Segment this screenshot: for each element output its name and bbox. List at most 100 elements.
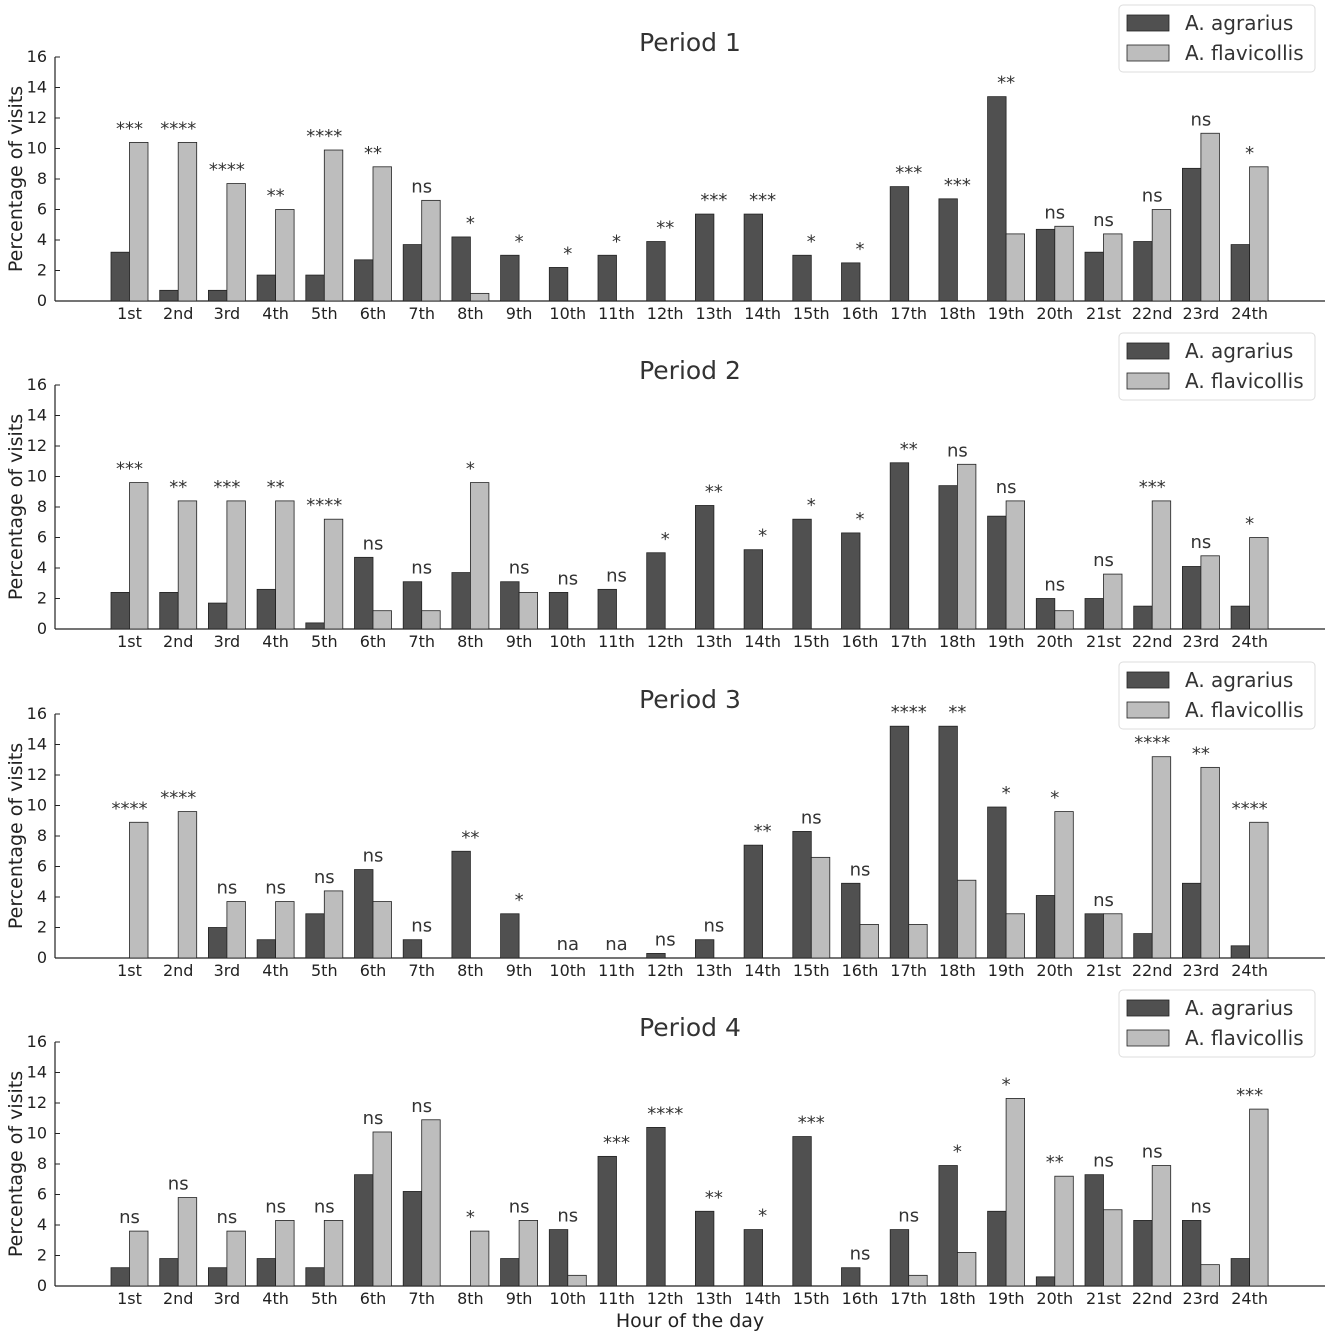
x-tick-label: 12th xyxy=(647,1289,684,1308)
x-tick-label: 23rd xyxy=(1182,632,1219,651)
significance-label: ns xyxy=(1191,1196,1212,1217)
significance-label: ** xyxy=(461,827,479,848)
bar-flavicollis-17th xyxy=(908,924,928,959)
x-tick-label: 15th xyxy=(793,961,830,980)
bar-agrarius-11th xyxy=(597,254,617,302)
x-tick-label: 18th xyxy=(939,632,976,651)
bar-agrarius-13th xyxy=(695,939,715,959)
y-tick-label: 16 xyxy=(27,375,47,394)
y-tick-label: 0 xyxy=(37,619,47,638)
y-tick-label: 12 xyxy=(27,765,47,784)
bar-flavicollis-6th xyxy=(372,166,392,302)
bar-flavicollis-24th xyxy=(1249,1108,1269,1287)
bar-agrarius-3rd xyxy=(207,1267,228,1287)
bar-flavicollis-5th xyxy=(323,149,344,302)
bar-agrarius-19th xyxy=(987,96,1007,302)
bar-flavicollis-3rd xyxy=(226,183,246,302)
x-tick-label: 16th xyxy=(842,1289,879,1308)
bar-agrarius-10th xyxy=(548,592,569,630)
bar-agrarius-10th xyxy=(548,1229,569,1287)
x-tick-label: 22nd xyxy=(1132,632,1173,651)
y-tick-label: 8 xyxy=(37,1154,47,1173)
significance-label: ** xyxy=(997,73,1015,94)
bar-agrarius-18th xyxy=(938,1165,958,1287)
significance-label: * xyxy=(807,231,816,252)
y-tick-label: 4 xyxy=(37,1215,47,1234)
bar-agrarius-1st xyxy=(110,1267,130,1287)
x-tick-label: 23rd xyxy=(1182,1289,1219,1308)
bar-agrarius-2nd xyxy=(159,1258,179,1287)
x-tick-label: 24th xyxy=(1231,304,1268,323)
bar-agrarius-5th xyxy=(305,274,325,302)
significance-label: ** xyxy=(267,186,285,207)
bar-flavicollis-24th xyxy=(1249,821,1269,959)
bar-flavicollis-6th xyxy=(372,1131,392,1287)
significance-label: ** xyxy=(267,477,285,498)
bar-flavicollis-4th xyxy=(275,901,295,959)
x-tick-label: 22nd xyxy=(1132,961,1173,980)
x-tick-label: 10th xyxy=(549,1289,586,1308)
bar-agrarius-17th xyxy=(889,1229,910,1287)
legend-swatch-agrarius xyxy=(1126,342,1170,360)
bar-flavicollis-22nd xyxy=(1151,209,1172,302)
bar-agrarius-21st xyxy=(1084,251,1104,302)
bar-flavicollis-20th xyxy=(1054,811,1074,959)
bar-agrarius-8th xyxy=(451,572,471,630)
x-tick-label: 22nd xyxy=(1132,304,1173,323)
significance-label: * xyxy=(953,1142,962,1163)
x-tick-label: 5th xyxy=(311,961,338,980)
x-tick-label: 10th xyxy=(549,961,586,980)
x-tick-label: 14th xyxy=(744,961,781,980)
panel-period-3: 0 2 4 6 8 10 12 14 16 Percentage of visits Period … xyxy=(5,661,1325,980)
significance-label: ** xyxy=(900,439,918,460)
significance-label: * xyxy=(758,526,767,547)
bar-agrarius-7th xyxy=(402,581,423,630)
y-tick-label: 14 xyxy=(27,1063,47,1082)
x-tick-label: 7th xyxy=(408,632,435,651)
bar-flavicollis-20th xyxy=(1054,1175,1074,1287)
significance-label: *** xyxy=(798,1113,825,1134)
significance-label: ns xyxy=(411,176,432,197)
bar-agrarius-18th xyxy=(938,725,958,959)
bar-agrarius-7th xyxy=(402,1191,423,1287)
y-tick-label: 8 xyxy=(37,169,47,188)
bar-agrarius-4th xyxy=(256,588,277,630)
significance-label: ** xyxy=(169,477,187,498)
bar-agrarius-23rd xyxy=(1182,882,1202,959)
x-tick-label: 18th xyxy=(939,961,976,980)
y-tick-label: 2 xyxy=(37,918,47,937)
y-tick-label: 10 xyxy=(27,1124,47,1143)
bar-agrarius-22nd xyxy=(1133,933,1153,959)
bar-flavicollis-1st xyxy=(129,821,149,959)
significance-label: ns xyxy=(1142,1142,1163,1163)
x-tick-label: 20th xyxy=(1036,961,1073,980)
significance-label: ** xyxy=(948,702,966,723)
bar-agrarius-14th xyxy=(743,1229,763,1287)
x-tick-label: 14th xyxy=(744,632,781,651)
significance-label: *** xyxy=(700,190,727,211)
significance-label: ns xyxy=(557,568,578,589)
significance-label: **** xyxy=(647,1103,683,1124)
y-tick-label: 6 xyxy=(37,857,47,876)
significance-label: ns xyxy=(217,1207,238,1228)
bar-flavicollis-5th xyxy=(323,1220,344,1287)
bar-flavicollis-22nd xyxy=(1151,1165,1172,1287)
significance-label: * xyxy=(1002,783,1011,804)
significance-label: **** xyxy=(112,798,148,819)
x-tick-label: 3rd xyxy=(214,1289,241,1308)
bar-agrarius-11th xyxy=(597,588,617,630)
bar-flavicollis-5th xyxy=(323,518,344,630)
bar-flavicollis-4th xyxy=(275,500,295,630)
bar-agrarius-2nd xyxy=(159,592,179,630)
significance-label: * xyxy=(563,243,572,264)
bar-flavicollis-3rd xyxy=(226,901,246,959)
significance-label: ** xyxy=(656,218,674,239)
x-tick-label: 12th xyxy=(647,632,684,651)
bar-agrarius-6th xyxy=(354,556,374,630)
significance-label: * xyxy=(612,231,621,252)
bar-agrarius-14th xyxy=(743,213,763,302)
bar-flavicollis-17th xyxy=(908,1274,928,1287)
bar-flavicollis-15th xyxy=(810,856,831,959)
x-tick-label: 4th xyxy=(262,1289,289,1308)
bar-agrarius-20th xyxy=(1035,1276,1056,1287)
